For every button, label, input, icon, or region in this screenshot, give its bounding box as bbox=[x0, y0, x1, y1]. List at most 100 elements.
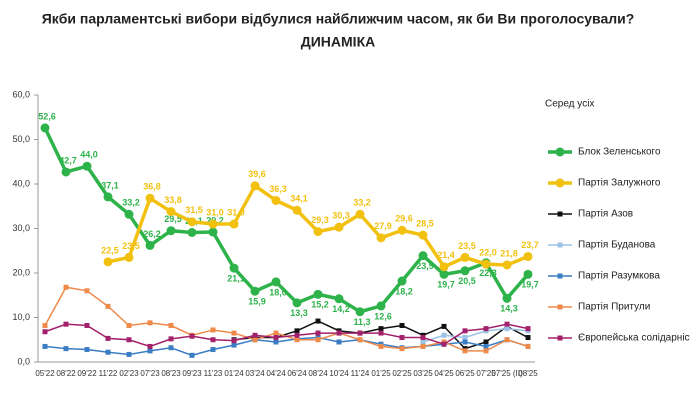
point bbox=[231, 338, 237, 344]
point bbox=[82, 161, 92, 171]
legend-marker bbox=[557, 211, 563, 217]
value-label: 14,2 bbox=[332, 304, 350, 314]
legend-marker bbox=[555, 147, 565, 157]
x-tick-label: 04'24 bbox=[266, 369, 286, 378]
point bbox=[187, 217, 197, 227]
point bbox=[61, 167, 71, 177]
point bbox=[420, 343, 426, 349]
point bbox=[315, 318, 321, 324]
value-label: 31,0 bbox=[206, 207, 224, 217]
point bbox=[378, 326, 384, 332]
point bbox=[103, 192, 113, 202]
legend-text: Партія Азов bbox=[578, 209, 633, 220]
legend-text: Європейська солідарність bbox=[578, 333, 690, 344]
point bbox=[271, 277, 281, 287]
value-label: 30,3 bbox=[332, 211, 350, 221]
point bbox=[105, 303, 111, 309]
value-label: 23,7 bbox=[521, 240, 539, 250]
point bbox=[420, 335, 426, 341]
value-label: 52,6 bbox=[38, 111, 56, 121]
point bbox=[376, 301, 386, 311]
legend-marker bbox=[557, 242, 563, 248]
y-tick-label: 40,0 bbox=[12, 178, 30, 188]
x-tick-label: 02'23 bbox=[119, 369, 139, 378]
point bbox=[103, 257, 113, 267]
point bbox=[273, 330, 279, 336]
point bbox=[124, 252, 134, 262]
point bbox=[483, 348, 489, 354]
value-label: 11,3 bbox=[353, 317, 370, 327]
x-tick-label: 10'24 bbox=[329, 369, 349, 378]
y-tick-label: 30,0 bbox=[12, 223, 30, 233]
point bbox=[168, 323, 174, 329]
value-label: 20,5 bbox=[458, 276, 476, 286]
point bbox=[483, 343, 489, 349]
point bbox=[273, 339, 279, 345]
value-label: 27,9 bbox=[374, 221, 392, 231]
point bbox=[378, 330, 384, 336]
value-label: 19,7 bbox=[437, 280, 455, 290]
point bbox=[481, 259, 491, 269]
legend-marker bbox=[555, 178, 565, 188]
x-tick-label: 07'25 bbox=[476, 369, 496, 378]
point bbox=[313, 289, 323, 299]
point bbox=[418, 251, 428, 261]
x-tick-label: 01'24 bbox=[224, 369, 244, 378]
y-tick-label: 60,0 bbox=[12, 89, 30, 99]
value-label: 22,0 bbox=[479, 247, 497, 257]
point bbox=[376, 233, 386, 243]
point bbox=[504, 337, 510, 343]
point bbox=[441, 341, 447, 347]
value-label: 22,3 bbox=[479, 268, 497, 278]
value-label: 15,9 bbox=[248, 297, 266, 307]
point bbox=[462, 328, 468, 334]
legend-title: Серед усіх bbox=[545, 99, 594, 110]
point bbox=[504, 321, 510, 327]
point bbox=[399, 346, 405, 352]
value-label: 22,5 bbox=[101, 245, 119, 255]
legend-marker bbox=[557, 304, 563, 310]
point bbox=[315, 337, 321, 343]
point bbox=[84, 323, 90, 329]
point bbox=[462, 339, 468, 345]
point bbox=[63, 346, 69, 352]
y-tick-label: 50,0 bbox=[12, 134, 30, 144]
point bbox=[378, 343, 384, 349]
value-label: 36,8 bbox=[143, 182, 161, 192]
x-tick-label: 11'23 bbox=[204, 369, 223, 378]
point bbox=[63, 321, 69, 327]
point bbox=[504, 326, 510, 332]
value-label: 33,8 bbox=[164, 195, 182, 205]
x-tick-label: 08'23 bbox=[161, 369, 181, 378]
point bbox=[168, 336, 174, 342]
value-label: 13,3 bbox=[290, 308, 308, 318]
x-tick-label: 07'25 (II) bbox=[491, 369, 523, 378]
point bbox=[147, 348, 153, 354]
point bbox=[250, 181, 260, 191]
point bbox=[357, 337, 363, 343]
value-label: 15,2 bbox=[311, 300, 329, 310]
point bbox=[460, 266, 470, 276]
point bbox=[483, 326, 489, 332]
chart-title: Якби парламентські вибори відбулися найб… bbox=[42, 11, 635, 27]
point bbox=[126, 351, 132, 357]
legend-marker bbox=[557, 335, 563, 341]
point bbox=[42, 323, 48, 329]
point bbox=[525, 343, 531, 349]
value-label: 18,2 bbox=[395, 286, 413, 296]
point bbox=[315, 330, 321, 336]
point bbox=[439, 269, 449, 279]
point bbox=[355, 209, 365, 219]
legend-text: Партія Залужного bbox=[578, 178, 661, 189]
point bbox=[187, 228, 197, 238]
value-label: 29,3 bbox=[311, 215, 329, 225]
x-tick-label: 08'24 bbox=[308, 369, 328, 378]
point bbox=[63, 284, 69, 290]
point bbox=[210, 337, 216, 343]
point bbox=[292, 298, 302, 308]
point bbox=[334, 294, 344, 304]
x-tick-label: 03'25 bbox=[413, 369, 433, 378]
point bbox=[336, 330, 342, 336]
value-label: 42,7 bbox=[59, 155, 77, 165]
point bbox=[420, 339, 426, 345]
